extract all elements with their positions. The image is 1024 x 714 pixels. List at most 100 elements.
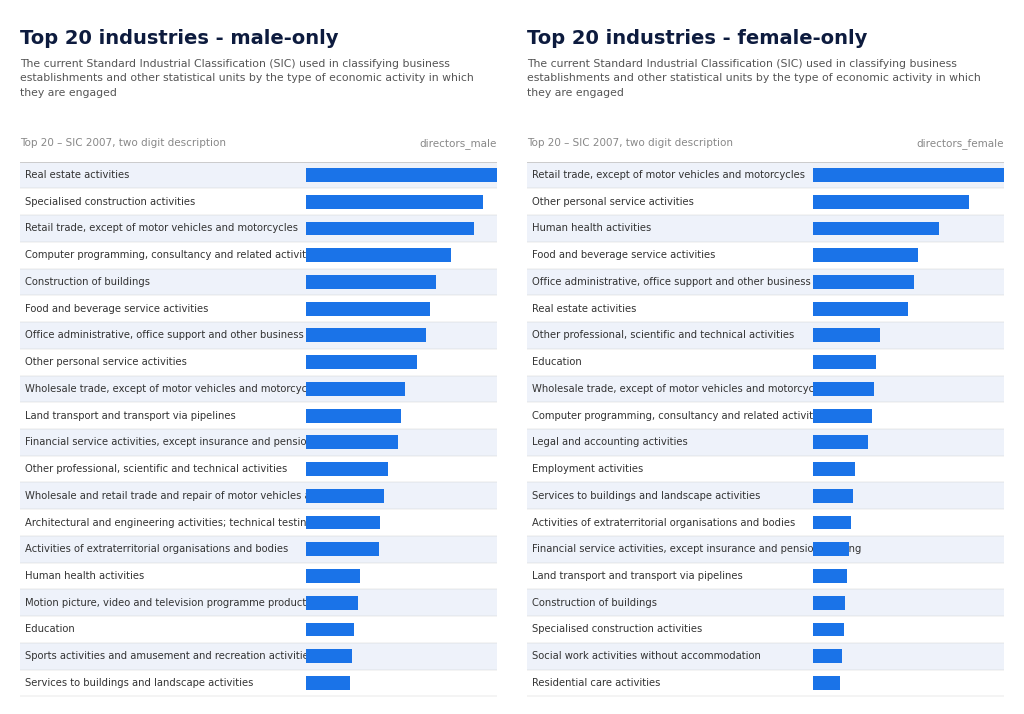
Text: Employment activities: Employment activities xyxy=(532,464,643,474)
Bar xyxy=(527,402,1004,429)
Bar xyxy=(813,382,874,396)
Text: Legal and accounting activities: Legal and accounting activities xyxy=(532,438,688,448)
Bar xyxy=(813,569,847,583)
Bar xyxy=(306,595,357,610)
Bar xyxy=(813,328,880,342)
Text: Food and beverage service activities: Food and beverage service activities xyxy=(532,250,716,260)
Bar xyxy=(527,268,1004,296)
Text: Real estate activities: Real estate activities xyxy=(532,303,637,313)
Bar xyxy=(527,483,1004,509)
Text: Land transport and transport via pipelines: Land transport and transport via pipelin… xyxy=(532,571,742,581)
Bar xyxy=(20,296,497,322)
Text: Activities of extraterritorial organisations and bodies: Activities of extraterritorial organisat… xyxy=(532,518,796,528)
Bar xyxy=(306,676,350,690)
Bar xyxy=(306,489,384,503)
Text: The current Standard Industrial Classification (SIC) used in classifying busines: The current Standard Industrial Classifi… xyxy=(20,59,474,98)
Bar xyxy=(306,408,401,423)
Bar xyxy=(527,296,1004,322)
Bar xyxy=(527,429,1004,456)
Text: Wholesale trade, except of motor vehicles and motorcycles: Wholesale trade, except of motor vehicle… xyxy=(26,384,322,394)
Bar xyxy=(527,215,1004,242)
Bar xyxy=(306,543,379,556)
Text: Retail trade, except of motor vehicles and motorcycles: Retail trade, except of motor vehicles a… xyxy=(26,223,298,233)
Bar xyxy=(527,536,1004,563)
Text: Food and beverage service activities: Food and beverage service activities xyxy=(26,303,209,313)
Bar xyxy=(20,536,497,563)
Bar xyxy=(813,516,851,530)
Bar xyxy=(813,168,1004,182)
Bar xyxy=(20,161,497,188)
Bar xyxy=(813,195,970,208)
Bar xyxy=(813,649,842,663)
Bar xyxy=(527,616,1004,643)
Bar xyxy=(527,242,1004,268)
Bar xyxy=(527,188,1004,215)
Text: Activities of extraterritorial organisations and bodies: Activities of extraterritorial organisat… xyxy=(26,544,289,554)
Bar xyxy=(306,302,430,316)
Bar xyxy=(813,408,872,423)
Bar xyxy=(20,670,497,696)
Bar xyxy=(527,161,1004,188)
Bar xyxy=(20,215,497,242)
Text: Other personal service activities: Other personal service activities xyxy=(26,357,187,367)
Bar xyxy=(20,268,497,296)
Bar xyxy=(527,670,1004,696)
Text: Architectural and engineering activities; technical testing and ...: Architectural and engineering activities… xyxy=(26,518,348,528)
Bar xyxy=(306,569,359,583)
Text: Services to buildings and landscape activities: Services to buildings and landscape acti… xyxy=(26,678,254,688)
Text: Office administrative, office support and other business support activities: Office administrative, office support an… xyxy=(532,277,900,287)
Bar xyxy=(306,623,354,636)
Text: Human health activities: Human health activities xyxy=(26,571,144,581)
Text: Office administrative, office support and other business suppo...: Office administrative, office support an… xyxy=(26,331,347,341)
Bar xyxy=(306,248,451,262)
Bar xyxy=(306,436,397,449)
Bar xyxy=(20,429,497,456)
Bar xyxy=(20,456,497,483)
Bar xyxy=(813,248,918,262)
Bar xyxy=(20,616,497,643)
Bar xyxy=(20,643,497,670)
Bar xyxy=(306,516,381,530)
Bar xyxy=(813,623,844,636)
Text: Land transport and transport via pipelines: Land transport and transport via pipelin… xyxy=(26,411,236,421)
Text: Real estate activities: Real estate activities xyxy=(26,170,130,180)
Bar xyxy=(527,322,1004,348)
Text: Other professional, scientific and technical activities: Other professional, scientific and techn… xyxy=(532,331,795,341)
Bar xyxy=(306,462,388,476)
Bar xyxy=(813,543,849,556)
Bar xyxy=(813,676,840,690)
Text: The current Standard Industrial Classification (SIC) used in classifying busines: The current Standard Industrial Classifi… xyxy=(527,59,981,98)
Text: Sports activities and amusement and recreation activities: Sports activities and amusement and recr… xyxy=(26,651,314,661)
Text: Computer programming, consultancy and related activities: Computer programming, consultancy and re… xyxy=(532,411,827,421)
Text: Human health activities: Human health activities xyxy=(532,223,651,233)
Text: Motion picture, video and television programme production, so...: Motion picture, video and television pro… xyxy=(26,598,349,608)
Text: Wholesale and retail trade and repair of motor vehicles and m...: Wholesale and retail trade and repair of… xyxy=(26,491,346,501)
Bar xyxy=(813,595,846,610)
Bar xyxy=(306,168,497,182)
Bar xyxy=(20,376,497,402)
Bar xyxy=(527,563,1004,589)
Bar xyxy=(527,643,1004,670)
Text: Top 20 industries - female-only: Top 20 industries - female-only xyxy=(527,29,867,48)
Bar xyxy=(20,402,497,429)
Bar xyxy=(813,489,853,503)
Text: directors_male: directors_male xyxy=(419,138,497,149)
Text: Top 20 industries - male-only: Top 20 industries - male-only xyxy=(20,29,339,48)
Text: Other personal service activities: Other personal service activities xyxy=(532,197,694,207)
Bar xyxy=(527,456,1004,483)
Bar xyxy=(20,589,497,616)
Bar xyxy=(306,195,483,208)
Bar xyxy=(20,483,497,509)
Text: Social work activities without accommodation: Social work activities without accommoda… xyxy=(532,651,761,661)
Text: Wholesale trade, except of motor vehicles and motorcycles: Wholesale trade, except of motor vehicle… xyxy=(532,384,828,394)
Text: Top 20 – SIC 2007, two digit description: Top 20 – SIC 2007, two digit description xyxy=(527,138,733,148)
Text: Financial service activities, except insurance and pension funding: Financial service activities, except ins… xyxy=(532,544,861,554)
Bar xyxy=(20,322,497,348)
Text: Retail trade, except of motor vehicles and motorcycles: Retail trade, except of motor vehicles a… xyxy=(532,170,805,180)
Bar xyxy=(306,328,426,342)
Text: Construction of buildings: Construction of buildings xyxy=(532,598,657,608)
Bar xyxy=(527,509,1004,536)
Bar xyxy=(306,649,352,663)
Text: Specialised construction activities: Specialised construction activities xyxy=(532,625,702,635)
Text: Other professional, scientific and technical activities: Other professional, scientific and techn… xyxy=(26,464,288,474)
